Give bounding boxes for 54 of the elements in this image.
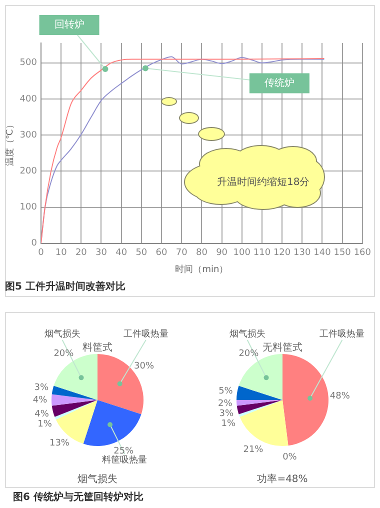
x-tick-label: 160 bbox=[354, 248, 372, 258]
y-tick-label: 200 bbox=[20, 166, 38, 177]
data-label: 1% bbox=[221, 418, 236, 429]
text: 功率=48% bbox=[256, 472, 309, 486]
data-label: 30% bbox=[134, 362, 154, 372]
slice-label: 工件吸热量 bbox=[123, 328, 168, 340]
x-tick-label: 150 bbox=[334, 248, 352, 258]
x-tick-label: 10 bbox=[55, 248, 68, 258]
x-tick-label: 0 bbox=[38, 248, 44, 258]
slice-label: 烟气损失 bbox=[229, 328, 266, 340]
text: 0% bbox=[282, 452, 297, 462]
y-tick-label: 500 bbox=[20, 58, 38, 68]
x-tick-label: 90 bbox=[216, 248, 228, 258]
x-tick-label: 40 bbox=[116, 248, 128, 258]
data-label: 20% bbox=[238, 348, 260, 359]
data-label: 1% bbox=[38, 420, 52, 430]
slice-label: 料筐吸热量 bbox=[102, 454, 148, 466]
x-tick-label: 120 bbox=[273, 248, 291, 258]
data-label: 21% bbox=[243, 444, 264, 455]
x-tick-label: 130 bbox=[294, 248, 311, 258]
y-tick-label: 300 bbox=[20, 130, 38, 140]
data-label: 4% bbox=[32, 395, 48, 406]
x-tick-label: 110 bbox=[253, 248, 271, 258]
data-label: 4% bbox=[34, 410, 50, 420]
data-label: 13% bbox=[49, 438, 70, 448]
annotation: 升温时间约缩短18分 bbox=[217, 176, 310, 189]
slice-label: 烟气损失 bbox=[44, 328, 80, 340]
slice-label: 工件吸热量 bbox=[320, 328, 365, 340]
x-axis-title: 时间（min） bbox=[175, 264, 228, 275]
x-tick-label: 80 bbox=[196, 248, 208, 258]
data-label: 2% bbox=[218, 398, 233, 409]
x-tick-label: 70 bbox=[176, 248, 188, 258]
x-tick-label: 20 bbox=[75, 248, 88, 258]
x-tick-label: 60 bbox=[156, 248, 168, 258]
x-tick-label: 50 bbox=[136, 248, 148, 258]
y-axis-title: 温度（℃） bbox=[4, 120, 16, 166]
annotation: 传统炉 bbox=[264, 76, 294, 89]
y-tick-label: 100 bbox=[20, 202, 38, 213]
data-label: 20% bbox=[54, 348, 74, 359]
y-tick-label: 400 bbox=[20, 94, 38, 104]
text: 无料筐式 bbox=[262, 342, 302, 354]
data-label: 3% bbox=[34, 382, 49, 393]
text: 图5 工件升温时间改善对比 bbox=[5, 280, 126, 293]
text: 烟气损失 bbox=[76, 472, 118, 486]
data-label: 48% bbox=[330, 392, 350, 402]
text: 料筐式 bbox=[82, 342, 112, 354]
data-label: 5% bbox=[218, 386, 234, 396]
annotation: 回转炉 bbox=[54, 18, 84, 31]
x-tick-label: 100 bbox=[233, 248, 251, 258]
caption: 图6 传统炉与无筐回转炉对比 bbox=[13, 490, 144, 504]
data-label: 3% bbox=[219, 408, 234, 419]
y-tick-label: 0 bbox=[31, 238, 38, 249]
x-tick-label: 140 bbox=[314, 248, 332, 258]
x-tick-label: 30 bbox=[96, 248, 108, 258]
